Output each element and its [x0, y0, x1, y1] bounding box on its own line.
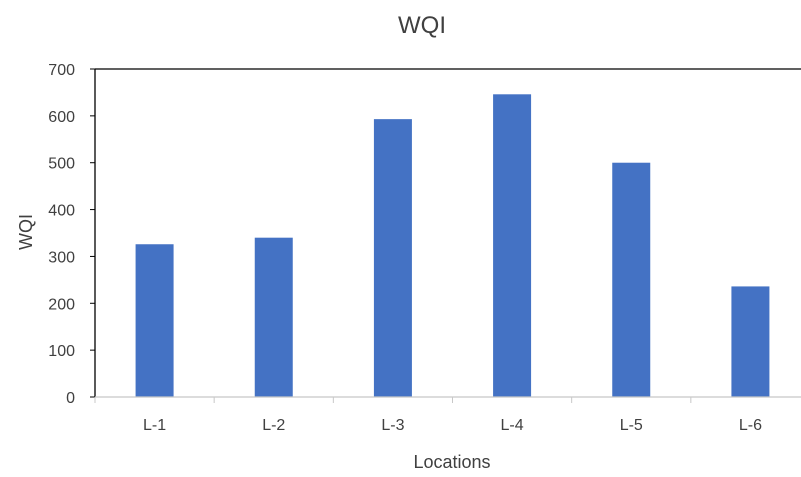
bar-l-5: [612, 162, 651, 397]
x-tick-label: L-6: [739, 417, 762, 434]
bar-l-3: [373, 119, 412, 397]
x-tick-label: L-1: [143, 417, 166, 434]
plot-area: 0 100 200 300 400 500 600 700 L-1 L-2 L-3 L-4 L-5 L-6: [48, 62, 801, 434]
y-axis-title: WQI: [16, 214, 36, 250]
x-tick-label: L-2: [262, 417, 285, 434]
y-tick-label: 300: [48, 249, 75, 266]
y-tick-label: 100: [48, 343, 75, 360]
chart-title: WQI: [398, 12, 446, 39]
bar-l-4: [493, 94, 532, 397]
y-tick-label: 500: [48, 156, 75, 173]
x-tick-label: L-3: [381, 417, 404, 434]
y-tick-label: 200: [48, 296, 75, 313]
x-axis-title: Locations: [413, 452, 490, 472]
bar-l-2: [254, 237, 293, 397]
bar-l-1: [135, 244, 174, 397]
x-tick-label: L-4: [501, 417, 524, 434]
y-tick-label: 0: [66, 390, 75, 407]
y-tick-label: 700: [48, 62, 75, 79]
y-tick-label: 600: [48, 109, 75, 126]
y-tick-label: 400: [48, 203, 75, 220]
x-tick-label: L-5: [620, 417, 643, 434]
bar-l-6: [731, 286, 770, 397]
